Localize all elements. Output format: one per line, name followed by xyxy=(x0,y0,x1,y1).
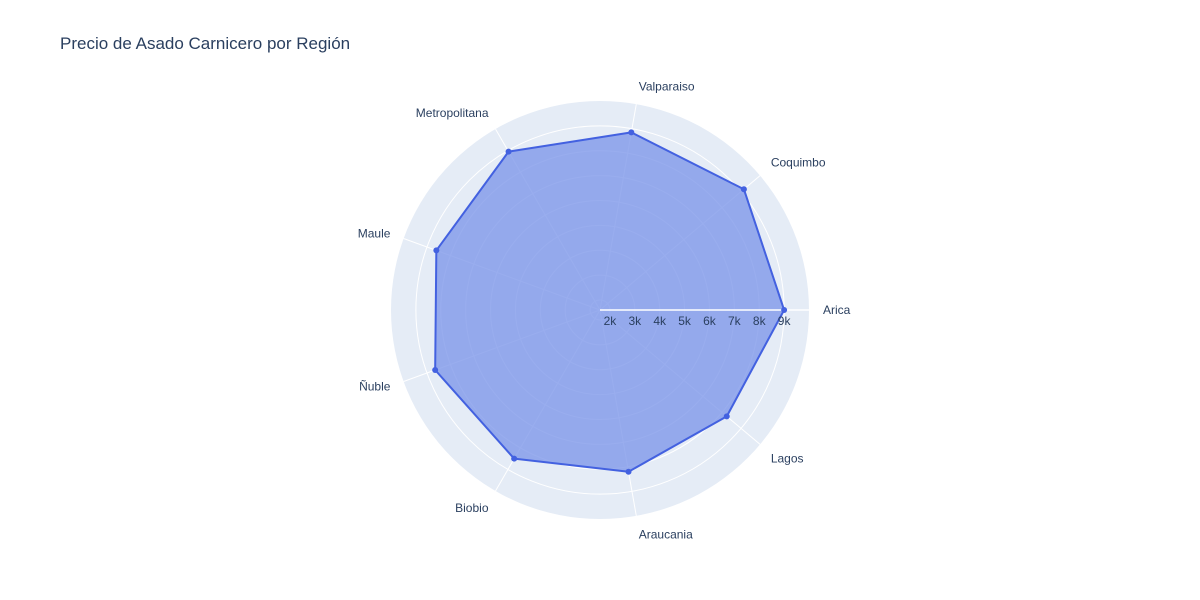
angular-tick-label: Ñuble xyxy=(359,379,391,393)
radial-tick-label: 8k xyxy=(753,314,767,328)
angular-tick-label: Lagos xyxy=(771,451,804,465)
data-point[interactable] xyxy=(505,148,512,155)
data-point[interactable] xyxy=(628,129,635,136)
radial-tick-label: 4k xyxy=(653,314,667,328)
data-point[interactable] xyxy=(625,468,632,475)
radial-tick-labels: 2k 3k 4k 5k 6k 7k 8k 9k xyxy=(604,314,792,328)
angular-tick-label: Biobio xyxy=(455,501,489,515)
series-area[interactable] xyxy=(434,131,786,473)
angular-tick-labels: Arica Coquimbo Valparaiso Metropolitana Maul… xyxy=(358,79,851,541)
data-point[interactable] xyxy=(781,307,788,313)
radial-tick-label: 9k xyxy=(778,314,792,328)
radial-tick-label: 5k xyxy=(678,314,692,328)
angular-tick-label: Coquimbo xyxy=(771,156,826,170)
radial-tick-label: 3k xyxy=(628,314,642,328)
angular-tick-label: Metropolitana xyxy=(416,106,489,120)
radial-tick-label: 7k xyxy=(728,314,742,328)
angular-tick-label: Araucania xyxy=(639,528,693,542)
angular-tick-label: Valparaiso xyxy=(639,79,695,93)
radial-tick-label: 6k xyxy=(703,314,717,328)
angular-tick-label: Maule xyxy=(358,227,391,241)
data-point[interactable] xyxy=(511,455,518,462)
chart-title: Precio de Asado Carnicero por Región xyxy=(60,34,351,53)
angular-tick-label: Arica xyxy=(823,303,851,317)
radial-tick-label: 2k xyxy=(604,314,618,328)
data-point[interactable] xyxy=(432,366,439,373)
series-points xyxy=(432,129,788,475)
data-point[interactable] xyxy=(740,186,747,193)
data-point[interactable] xyxy=(723,413,730,420)
data-point[interactable] xyxy=(433,247,440,254)
